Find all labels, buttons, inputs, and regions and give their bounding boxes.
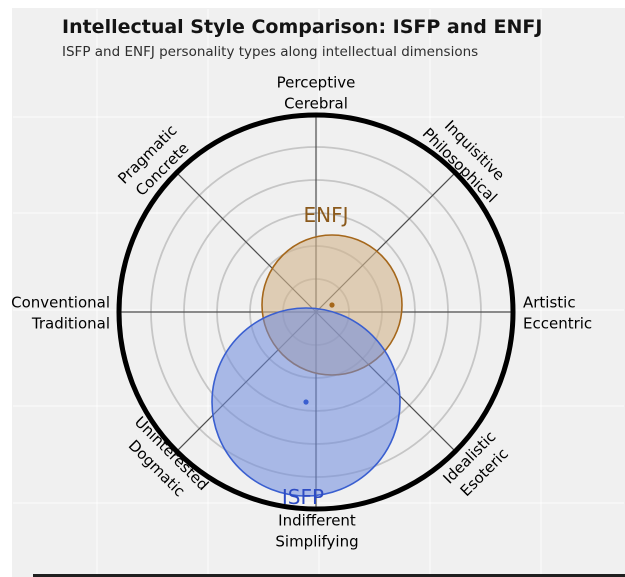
axis-label-artistic-eccentric: Artistic Eccentric [523, 292, 592, 333]
series-label-enfj: ENFJ [304, 203, 349, 227]
axis-label-indifferent-simplifying: Indifferent Simplifying [275, 510, 358, 551]
page-title: Intellectual Style Comparison: ISFP and … [62, 16, 543, 38]
window-bottom-edge [33, 574, 625, 577]
page-subtitle: ISFP and ENFJ personality types along in… [62, 44, 479, 60]
axis-label-line: Artistic [523, 293, 576, 312]
axis-label-line: Eccentric [523, 314, 593, 332]
axis-label-line: Perceptive [276, 73, 356, 92]
axis-label-line: Indifferent [278, 511, 356, 530]
series-label-isfp: ISFP [282, 485, 324, 509]
series-centroid-dot-enfj [329, 302, 335, 308]
axis-label-line: Conventional [11, 293, 110, 312]
axis-label-perceptive-cerebral: Perceptive Cerebral [277, 72, 356, 113]
axis-label-line: Traditional [31, 314, 110, 332]
axis-label-conventional-traditional: Conventional Traditional [11, 292, 110, 333]
axis-label-line: Simplifying [275, 532, 359, 550]
axis-label-line: Cerebral [284, 94, 348, 112]
outer-boundary-ring [116, 112, 516, 512]
series-centroid-dot-isfp [303, 399, 309, 405]
